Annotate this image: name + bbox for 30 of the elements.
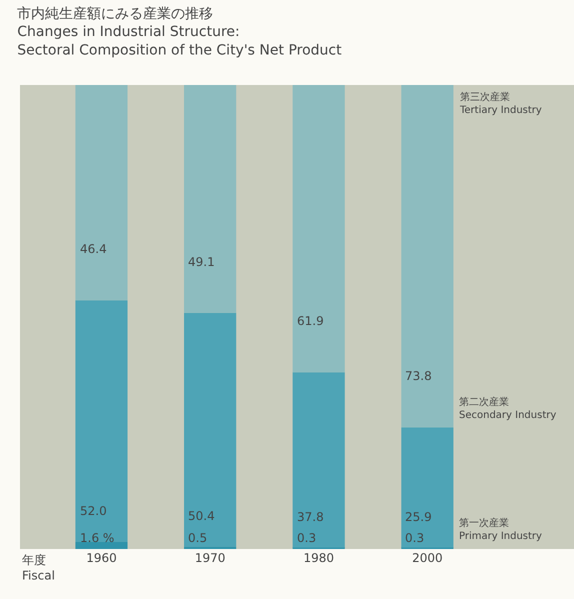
data-label: 50.4 xyxy=(188,509,215,523)
data-label: 52.0 xyxy=(80,504,107,518)
series-label: 第三次産業 Tertiary Industry xyxy=(459,91,542,116)
bar xyxy=(184,312,236,547)
series-label: 第二次産業 Secondary Industry xyxy=(459,396,556,421)
x-tick-label: 1980 xyxy=(303,551,334,565)
x-axis-title: 年度 Fiscal xyxy=(22,553,55,583)
x-tick-label: 1970 xyxy=(194,551,226,565)
bar xyxy=(292,372,345,548)
data-label: 46.4 xyxy=(80,242,107,256)
data-label: 0.3 xyxy=(405,531,424,545)
data-label: 25.9 xyxy=(405,510,432,524)
chart-title: 市内純生産額にみる産業の推移 Changes in Industrial Structure: Sectoral Composition of the City's Net Product xyxy=(17,6,342,58)
data-label: 49.1 xyxy=(188,255,215,269)
data-label: 73.8 xyxy=(405,369,432,383)
bar xyxy=(75,85,128,300)
bar xyxy=(75,300,128,542)
bar xyxy=(401,427,454,548)
data-label: 0.3 xyxy=(297,531,316,545)
data-label: 61.9 xyxy=(297,314,324,328)
bar xyxy=(292,85,345,372)
data-label: 0.5 xyxy=(188,531,208,545)
bar xyxy=(401,85,454,428)
data-label: 1.6 % xyxy=(80,531,114,545)
data-label: 37.8 xyxy=(297,510,324,524)
x-tick-label: 2000 xyxy=(412,551,443,565)
x-tick-label: 1960 xyxy=(86,551,117,565)
bar xyxy=(75,542,128,549)
bar xyxy=(184,85,236,313)
series-label: 第一次産業 Primary Industry xyxy=(459,517,542,542)
